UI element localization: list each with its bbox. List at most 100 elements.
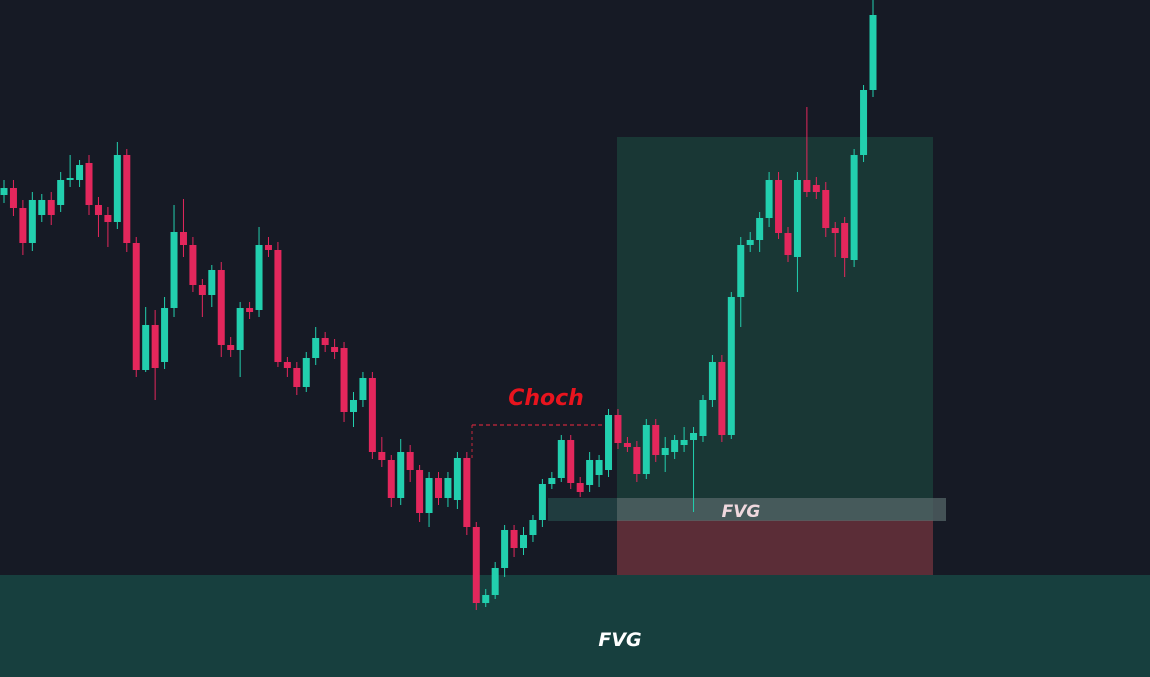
candle-body xyxy=(416,470,424,513)
candle-body xyxy=(142,325,150,370)
candles xyxy=(0,0,877,610)
candle-body xyxy=(66,178,74,180)
candle-body xyxy=(453,458,461,500)
candle-body xyxy=(76,165,84,180)
candle-body xyxy=(482,595,490,603)
candle-body xyxy=(274,250,282,362)
candle-body xyxy=(633,447,641,474)
fvg-zone xyxy=(0,575,1150,677)
candle-body xyxy=(529,520,537,535)
candle-body xyxy=(463,458,471,527)
candle-body xyxy=(718,362,726,435)
candle-body xyxy=(406,452,414,470)
candle-body xyxy=(312,338,320,358)
candle-body xyxy=(803,180,811,192)
fvg-band xyxy=(548,498,946,521)
candle-body xyxy=(623,443,631,447)
candle-body xyxy=(765,180,773,218)
candle-body xyxy=(548,478,556,484)
candle-body xyxy=(708,362,716,400)
candle-body xyxy=(189,245,197,285)
candle-body xyxy=(595,460,603,475)
candle-body xyxy=(793,180,801,257)
candle-body xyxy=(387,460,395,498)
candle-body xyxy=(113,155,121,222)
fvg-band-overlap xyxy=(617,498,946,521)
candle-body xyxy=(699,400,707,436)
candle-body xyxy=(198,285,206,295)
candle-body xyxy=(104,215,112,222)
candle-body xyxy=(538,484,546,520)
candle-body xyxy=(28,200,36,243)
candle-body xyxy=(57,180,65,205)
candle-body xyxy=(246,308,254,312)
candle-body xyxy=(491,568,499,595)
candle-body xyxy=(510,530,518,548)
candle-body xyxy=(123,155,131,243)
candle-body xyxy=(812,185,820,192)
candle-body xyxy=(425,478,433,513)
candle-body xyxy=(94,205,102,215)
candle-body xyxy=(283,362,291,368)
candle-body xyxy=(179,232,187,245)
candle-body xyxy=(349,400,357,412)
candle-body xyxy=(520,535,528,548)
candle-body xyxy=(378,452,386,460)
candle-body xyxy=(869,15,877,90)
candle-body xyxy=(614,415,622,443)
candle-body xyxy=(557,440,565,478)
candle-body xyxy=(737,245,745,297)
candle-body xyxy=(746,240,754,245)
candle-body xyxy=(227,345,235,350)
candle-body xyxy=(170,232,178,308)
candle-body xyxy=(831,228,839,233)
choch-label: Choch xyxy=(508,386,584,411)
candle-body xyxy=(661,448,669,455)
candle-body xyxy=(236,308,244,350)
candle-body xyxy=(132,243,140,370)
candle-body xyxy=(756,218,764,240)
candle-body xyxy=(690,433,698,440)
candle-body xyxy=(586,460,594,485)
candle-body xyxy=(605,415,613,470)
candle-body xyxy=(435,478,442,498)
fvg-label: FVG xyxy=(598,629,641,651)
candle-body xyxy=(397,452,405,498)
candle-body xyxy=(501,530,509,568)
fvg-label: FVG xyxy=(722,502,761,522)
candle-body xyxy=(841,223,849,258)
candle-body xyxy=(368,378,376,452)
candle-body xyxy=(302,358,310,387)
candle-body xyxy=(85,163,93,205)
candle-body xyxy=(331,347,339,352)
candle-body xyxy=(264,245,272,250)
candle-body xyxy=(784,233,792,255)
candle-body xyxy=(47,200,55,215)
stop-zone xyxy=(617,520,933,575)
candle-body xyxy=(359,378,367,400)
candle-body xyxy=(217,270,225,345)
candle-body xyxy=(255,245,263,310)
candle-body xyxy=(860,90,868,155)
candle-body xyxy=(444,478,452,498)
candle-body xyxy=(340,348,348,412)
candle-body xyxy=(822,190,830,228)
candle-body xyxy=(0,188,8,195)
candle-body xyxy=(321,338,329,345)
candle-body xyxy=(567,440,575,483)
candle-body xyxy=(38,200,46,215)
candle-body xyxy=(161,308,169,362)
candle-body xyxy=(19,208,27,243)
candle-body xyxy=(727,297,735,435)
candle-body xyxy=(576,483,584,492)
candle-body xyxy=(208,270,216,295)
candle-body xyxy=(151,325,159,368)
candle-body xyxy=(671,440,679,452)
candle-body xyxy=(293,368,301,387)
candle-body xyxy=(9,188,17,208)
candle-body xyxy=(642,425,650,474)
candle-body xyxy=(472,527,480,603)
